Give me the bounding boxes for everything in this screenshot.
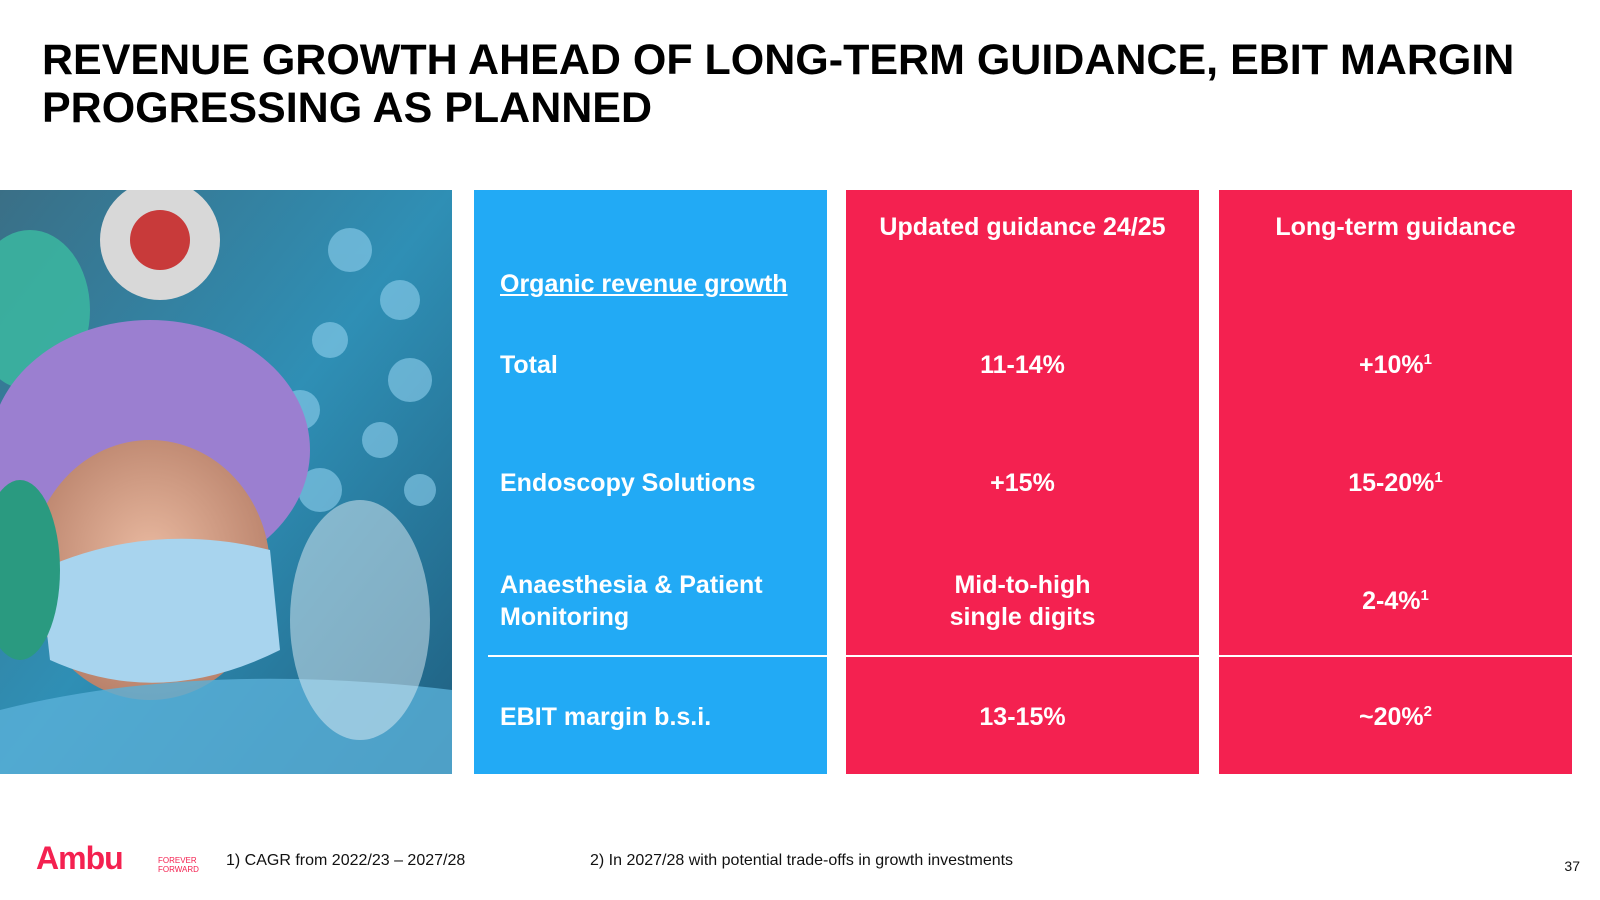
updated-column (846, 190, 1199, 774)
logo-tagline: FOREVER FORWARD (158, 856, 199, 874)
footnote-ref: 1 (1434, 469, 1443, 486)
footnote: 1) CAGR from 2022/23 – 2027/28 (226, 852, 466, 869)
slide-title: REVENUE GROWTH AHEAD OF LONG-TERM GUIDAN… (42, 36, 1515, 132)
row-label: Endoscopy Solutions (500, 469, 756, 497)
cell: 2-4%1 (1219, 585, 1572, 617)
cell: 11-14% (980, 351, 1065, 379)
tagline-line: FORWARD (158, 865, 199, 874)
cell: 13-15% (979, 703, 1066, 731)
label-column (474, 190, 827, 774)
page-number: 37 (1564, 858, 1580, 874)
separator (1219, 655, 1572, 657)
cell: +10%1 (1219, 349, 1572, 381)
logo: Ambu (36, 840, 124, 876)
long-term-column (1219, 190, 1572, 774)
cell-text: +10% (1359, 351, 1424, 379)
separator (488, 655, 827, 657)
separator (846, 655, 1199, 657)
cell-text: 15-20% (1348, 469, 1435, 497)
cell-text: 2-4% (1362, 587, 1421, 615)
row-label: Anaesthesia & Patient Monitoring (500, 571, 763, 631)
footnote-ref: 1 (1423, 351, 1432, 368)
footnote-ref: 1 (1420, 587, 1429, 604)
cell-text: ~20% (1359, 703, 1424, 731)
row-label: Total (500, 351, 558, 379)
cell: Mid-to-high single digits (949, 571, 1096, 631)
column-header: Long-term guidance (1275, 213, 1516, 241)
row-label: EBIT margin b.s.i. (500, 703, 712, 731)
cell: ~20%2 (1219, 701, 1572, 733)
photo (0, 190, 452, 774)
footnote-ref: 2 (1423, 703, 1432, 720)
footnote: 2) In 2027/28 with potential trade-offs … (590, 852, 1014, 869)
section-header: Organic revenue growth (500, 270, 788, 298)
column-header: Updated guidance 24/25 (879, 213, 1166, 241)
cell: 15-20%1 (1219, 467, 1572, 499)
tagline-line: FOREVER (158, 856, 197, 865)
cell: +15% (990, 469, 1055, 497)
